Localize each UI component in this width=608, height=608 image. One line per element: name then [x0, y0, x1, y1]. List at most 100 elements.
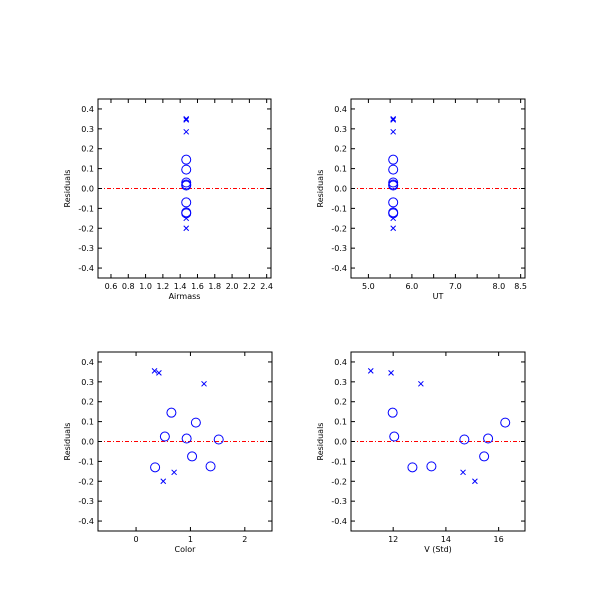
y-tick-label: 0.4 — [81, 105, 94, 114]
data-point-circle — [388, 154, 399, 165]
y-tick-label: -0.4 — [331, 264, 347, 273]
data-point-cross — [151, 368, 158, 374]
data-point-circle — [388, 180, 399, 191]
y-axis-title: Residuals — [316, 423, 325, 461]
y-tick-label: 0.1 — [334, 165, 347, 174]
y-tick-label: 0.3 — [334, 378, 347, 387]
data-point-circle — [181, 180, 192, 191]
data-point-cross — [472, 478, 478, 485]
x-tick-label: 12 — [388, 535, 398, 544]
data-point-circle — [150, 462, 161, 473]
y-tick-label: -0.2 — [78, 224, 94, 233]
y-tick-label: -0.2 — [331, 224, 347, 233]
y-tick-label: 0.3 — [334, 125, 347, 134]
y-tick-label: -0.3 — [78, 497, 94, 506]
data-point-circle — [407, 462, 418, 473]
x-axis-title: Airmass — [169, 292, 201, 301]
x-axis-title: V (Std) — [424, 545, 452, 554]
y-axis-title: Residuals — [63, 423, 72, 461]
x-tick-label: 1 — [188, 535, 193, 544]
data-point-cross — [388, 370, 394, 376]
data-point-circle — [166, 407, 177, 418]
x-tick-label: 0.8 — [122, 282, 135, 291]
y-tick-label: -0.3 — [331, 497, 347, 506]
data-point-cross — [183, 215, 190, 222]
y-tick-label: 0.2 — [81, 145, 94, 154]
data-point-cross — [390, 116, 397, 122]
data-point-circle — [388, 164, 399, 175]
data-point-circle — [500, 417, 511, 428]
x-tick-label: 8.0 — [493, 282, 506, 291]
x-tick-label: 1.2 — [157, 282, 170, 291]
x-tick-label: 7.0 — [449, 282, 462, 291]
x-tick-label: 5.0 — [362, 282, 375, 291]
data-point-circle — [181, 433, 192, 444]
scatter-panel-3: -0.4 -0.3 -0.2 -0.1 0.0 0.1 0.2 0.3 0.4 0 1 2 Color R… — [63, 351, 273, 554]
y-tick-label: 0.0 — [81, 185, 94, 194]
y-tick-label: -0.4 — [331, 517, 347, 526]
data-point-circle — [426, 461, 437, 472]
x-tick-label: 6.0 — [406, 282, 419, 291]
data-point-cross — [390, 225, 397, 232]
y-tick-label: 0.0 — [334, 185, 347, 194]
y-tick-label: -0.4 — [78, 264, 94, 273]
data-point-cross — [418, 380, 424, 387]
y-tick-label: 0.3 — [81, 378, 94, 387]
y-tick-label: -0.3 — [78, 244, 94, 253]
y-tick-label: -0.1 — [78, 457, 94, 466]
x-tick-label: 2.2 — [243, 282, 256, 291]
y-tick-label: -0.1 — [331, 204, 347, 213]
x-tick-label: 1.8 — [208, 282, 221, 291]
scatter-panel-1: -0.4 -0.3 -0.2 -0.1 0.0 0.1 0.2 0.3 0.4 0.6 0.8 1.0… — [63, 98, 273, 301]
x-axis-title: Color — [175, 545, 197, 554]
y-tick-label: 0.0 — [334, 438, 347, 447]
data-point-cross — [183, 225, 190, 232]
x-tick-label: 0 — [134, 535, 139, 544]
x-tick-label: 1.6 — [191, 282, 204, 291]
y-tick-label: 0.2 — [334, 145, 347, 154]
data-point-circle — [205, 461, 216, 472]
y-tick-label: -0.3 — [331, 244, 347, 253]
scatter-panel-2: -0.4 -0.3 -0.2 -0.1 0.0 0.1 0.2 0.3 0.4 5.0 6.0 7.0… — [316, 98, 527, 301]
y-tick-label: -0.1 — [331, 457, 347, 466]
data-point-circle — [190, 417, 201, 428]
x-tick-label: 2.0 — [226, 282, 239, 291]
y-tick-label: 0.1 — [81, 418, 94, 427]
data-point-cross — [367, 368, 374, 374]
y-axis-title: Residuals — [63, 170, 72, 208]
y-axis-title: Residuals — [316, 170, 325, 208]
y-tick-label: -0.2 — [331, 477, 347, 486]
data-point-cross — [160, 478, 167, 485]
x-tick-label: 1.0 — [139, 282, 152, 291]
data-point-cross — [390, 117, 397, 123]
x-tick-label: 0.6 — [105, 282, 118, 291]
y-tick-label: -0.4 — [78, 517, 94, 526]
y-tick-label: 0.0 — [81, 438, 94, 447]
data-point-circle — [187, 451, 198, 462]
data-point-cross — [390, 128, 397, 135]
data-point-cross — [183, 117, 190, 123]
x-tick-label: 2 — [242, 535, 247, 544]
y-tick-label: 0.2 — [81, 398, 94, 407]
data-point-cross — [183, 128, 190, 135]
y-tick-label: 0.4 — [81, 358, 94, 367]
data-point-circle — [459, 434, 470, 445]
data-point-circle — [181, 164, 192, 175]
data-point-circle — [213, 434, 224, 445]
x-tick-label: 16 — [494, 535, 504, 544]
x-axis-title: UT — [433, 292, 444, 301]
y-tick-label: 0.2 — [334, 398, 347, 407]
data-point-cross — [201, 380, 207, 387]
data-point-circle — [181, 197, 192, 208]
data-point-circle — [483, 433, 494, 444]
data-point-circle — [387, 407, 398, 418]
y-tick-label: 0.1 — [81, 165, 94, 174]
data-point-circle — [388, 197, 399, 208]
x-tick-label: 8.5 — [514, 282, 527, 291]
x-tick-label: 14 — [441, 535, 451, 544]
x-tick-label: 2.4 — [260, 282, 273, 291]
y-tick-label: 0.1 — [334, 418, 347, 427]
y-tick-label: 0.3 — [81, 125, 94, 134]
